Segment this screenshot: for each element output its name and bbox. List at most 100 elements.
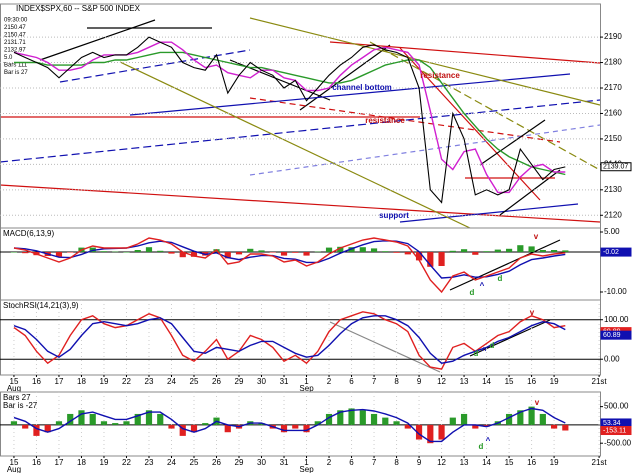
series-line [13, 240, 566, 279]
histogram-bar [292, 252, 299, 253]
panel-title: Bars 27 [3, 393, 31, 402]
histogram-bar [325, 247, 333, 252]
panel-frame [0, 227, 601, 301]
trendline [469, 319, 551, 357]
chart-title: INDEX$SPX,60 -- S&P 500 INDEX [16, 4, 141, 13]
trendline [479, 119, 546, 166]
current-value-label: 53.34 [603, 420, 621, 427]
x-tick-label: 2 [327, 458, 332, 467]
annotation: ^ [486, 436, 491, 445]
histogram-bar [10, 421, 18, 425]
histogram-bar [258, 250, 265, 252]
series-line [13, 237, 566, 294]
x-tick-label: 13 [460, 377, 469, 386]
x-tick-label: 30 [257, 377, 266, 386]
histogram-bar [348, 408, 355, 425]
histogram-bar [427, 424, 434, 444]
y-tick-label: 2150 [604, 134, 622, 143]
histogram-bar [123, 421, 130, 425]
histogram-bar [528, 246, 535, 252]
histogram-bar [483, 424, 490, 427]
trendline [329, 321, 441, 373]
panel-subtitle: Bar is -27 [3, 401, 38, 410]
x-tick-label: 17 [55, 458, 64, 467]
histogram-bar [539, 413, 546, 425]
x-tick-label: 12 [437, 377, 446, 386]
x-tick-label: 22 [122, 458, 131, 467]
x-tick-label: 19 [100, 377, 109, 386]
histogram-bar [382, 251, 389, 252]
histogram-bar [89, 413, 96, 425]
y-tick-label: 2180 [604, 58, 622, 67]
x-tick-label: 17 [55, 377, 64, 386]
x-tick-label: 19 [100, 458, 109, 467]
x-tick-label: 29 [235, 377, 244, 386]
x-tick-label: 30 [257, 458, 266, 467]
histogram-bar [449, 417, 456, 425]
trendline [449, 239, 561, 291]
histogram-bar [382, 417, 389, 425]
x-tick-label: 16 [527, 458, 536, 467]
month-label: Aug [7, 465, 21, 473]
histogram-bar [337, 246, 344, 252]
x-tick-label: 8 [394, 458, 399, 467]
histogram-bar [370, 248, 378, 252]
x-tick-label: 15 [10, 458, 19, 467]
annotation: ^ [482, 346, 487, 355]
x-tick-label: 31 [280, 377, 289, 386]
panel-title: MACD(6,13,9) [3, 229, 54, 238]
trendline [399, 203, 579, 223]
trendline [129, 73, 571, 116]
annotation: d [479, 442, 484, 451]
x-tick-label: 31 [280, 458, 289, 467]
histogram-bar [157, 250, 164, 252]
histogram-bar [100, 421, 108, 425]
x-tick-label: 21st [592, 458, 608, 467]
histogram-bar [157, 413, 164, 425]
trendlines [0, 17, 600, 228]
histogram-bar [415, 252, 423, 261]
trendline [399, 47, 541, 201]
histogram-bar [438, 424, 445, 440]
plot-area [13, 311, 566, 370]
x-tick-label: 19 [550, 458, 559, 467]
histogram-bar [303, 424, 310, 433]
annotation: channel bottom [332, 83, 392, 92]
panel: 212021302140215021602170218021902139.07r… [0, 3, 632, 229]
month-label: Aug [7, 384, 21, 393]
histogram-bar [517, 245, 524, 252]
annotation: d [498, 274, 503, 283]
x-tick-label: 7 [372, 458, 377, 467]
x-tick-label: 14 [482, 377, 491, 386]
trendline [59, 49, 251, 83]
y-tick-label: 100.00 [604, 315, 629, 324]
trendline [0, 184, 600, 223]
x-tick-label: 24 [167, 458, 176, 467]
histogram-bar [134, 250, 141, 252]
histogram-bar [460, 249, 468, 252]
histogram-bar [449, 250, 456, 252]
histogram-bar [123, 252, 130, 253]
x-tick-label: 24 [167, 377, 176, 386]
x-tick-label: 15 [505, 458, 514, 467]
series-line [13, 36, 566, 204]
current-value-box [600, 247, 632, 257]
histogram-bar [550, 424, 558, 429]
trendline [0, 99, 600, 163]
x-tick-label: 16 [32, 377, 41, 386]
x-tick-label: 16 [32, 458, 41, 467]
histogram-bar [33, 424, 40, 436]
current-value-box [600, 426, 632, 436]
y-tick-label: 2170 [604, 83, 622, 92]
annotation: v [535, 398, 540, 407]
x-tick-label: 19 [550, 377, 559, 386]
histogram-bar [325, 413, 333, 425]
histogram-bar [224, 252, 231, 259]
histogram-bar [494, 249, 501, 252]
header-line: 5.0 [4, 55, 13, 61]
y-tick-label: -10.00 [604, 287, 627, 296]
histogram-bar [337, 410, 344, 425]
